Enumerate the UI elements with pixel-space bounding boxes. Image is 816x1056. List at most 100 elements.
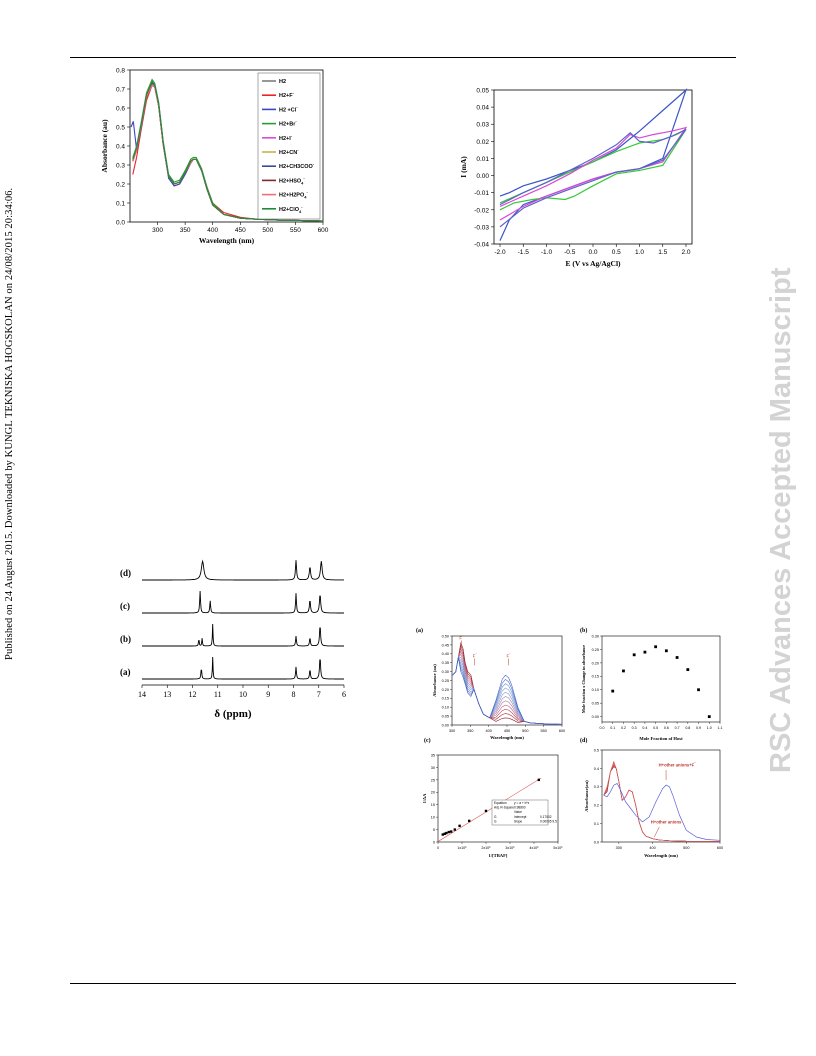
cv-loop-1 (499, 88, 688, 241)
y-tick-label: 0.20 (442, 688, 449, 692)
x-tick-label: 500 (683, 846, 689, 850)
legend-entry: H2+HSO4- (279, 175, 305, 185)
legend-entry: H2+F- (279, 90, 295, 99)
y-tick-label: 0.03 (476, 122, 489, 129)
panel-a-label: (a) (416, 627, 423, 634)
panel-d-ylabel: Absorbance(au) (584, 780, 589, 812)
trace-label: (c) (120, 601, 130, 611)
legend-entry: H2+CN- (279, 147, 299, 156)
x-tick-label: 0 (437, 846, 439, 850)
nmr-trace-c (142, 590, 344, 614)
y-axis-label: Absorbance (au) (100, 119, 109, 173)
panel-c-label: (c) (424, 737, 431, 744)
y-tick-label: 0.4 (594, 767, 599, 771)
y-tick-label: 5 (433, 828, 435, 832)
fluoride-curve (603, 783, 721, 841)
y-tick-label: 0.1 (116, 201, 125, 208)
x-tick-label: 14 (138, 690, 146, 699)
titration-curve-3 (452, 647, 563, 725)
bh-point (441, 833, 444, 836)
annotation-fluoride: F- (507, 650, 512, 658)
y-tick-label: -0.04 (474, 242, 489, 249)
plot-frame (493, 89, 693, 245)
y-tick-label: 0.0 (594, 840, 599, 844)
linear-fit-line (437, 777, 542, 842)
x-tick-label: 10 (239, 690, 247, 699)
trace-label: (a) (120, 667, 131, 677)
y-tick-label: 0.05 (476, 88, 489, 95)
x-tick-label: 8 (292, 690, 296, 699)
y-tick-label: 0.7 (116, 87, 125, 94)
x-tick-label: 0.5 (653, 726, 658, 730)
x-tick-label: 300 (152, 227, 163, 234)
y-tick-label: -0.01 (474, 190, 489, 197)
x-tick-label: 2x10⁵ (481, 846, 491, 850)
x-tick-label: 0.7 (675, 726, 680, 730)
panel-b-xlabel: Mole Fraction of Host (639, 736, 683, 741)
y-tick-label: 0.5 (594, 748, 599, 752)
y-tick-label: -0.02 (474, 207, 489, 214)
fit-table-cell: Intercept (514, 815, 527, 819)
x-tick-label: 1.5 (658, 249, 667, 256)
y-tick-label: 0.0 (116, 220, 125, 227)
x-tick-label: 0.2 (621, 726, 626, 730)
x-tick-label: 0.3 (632, 726, 637, 730)
x-tick-label: 500 (262, 227, 273, 234)
x-tick-label: 600 (559, 729, 565, 733)
panel-d-frame (601, 749, 721, 843)
x-axis-label: δ (ppm) (214, 708, 252, 720)
annotation-without-fluoride: H+other anions (651, 820, 682, 825)
other-anions-curve-4 (603, 762, 721, 842)
bh-point (468, 819, 471, 823)
x-tick-label: 4x10⁵ (529, 846, 539, 850)
x-tick-label: -1.0 (541, 249, 553, 256)
cyclic-voltammogram-figure: -0.04 -0.03 -0.02 -0.01 0.00 0.01 0.02 0.03 0.04… (460, 88, 693, 268)
titration-composite-figure: (a)0.000.050.100.150.200.250.300.350.400… (416, 627, 723, 858)
y-tick-label: 0.45 (442, 643, 449, 647)
series-line-h2-clo4- (132, 80, 324, 222)
x-tick-label: 1.1 (718, 726, 723, 730)
bh-point (453, 828, 456, 831)
x-tick-label: 550 (540, 729, 546, 733)
job-plot-point (675, 656, 679, 659)
x-axis-label: Wavelength (nm) (199, 236, 255, 245)
legend-entry: H2+I- (279, 133, 293, 142)
x-tick-label: 7 (317, 690, 321, 699)
y-tick-label: 0.25 (442, 679, 449, 683)
job-plot-point (686, 668, 690, 671)
x-tick-label: 0.0 (588, 249, 597, 256)
x-tick-label: 0.6 (664, 726, 669, 730)
titration-curve-11 (452, 657, 563, 725)
nmr-trace-d (142, 559, 345, 581)
other-anions-curve-3 (603, 766, 721, 842)
y-tick-label: 0.50 (442, 634, 449, 638)
legend-entry: H2 (279, 79, 286, 85)
y-tick-label: 20 (431, 791, 435, 795)
x-axis-label: E (V vs Ag/AgCl) (565, 259, 621, 268)
fit-table-cell: 0.98800 (514, 806, 526, 810)
x-tick-label: 400 (485, 729, 491, 733)
legend-entry: H2 +Cl- (279, 104, 298, 113)
x-tick-label: 400 (649, 846, 655, 850)
x-tick-label: 0.0 (600, 726, 605, 730)
y-tick-label: 0.30 (442, 670, 449, 674)
y-tick-label: 35 (431, 753, 435, 757)
y-tick-label: 0.00 (592, 715, 599, 719)
trace-label: (d) (120, 568, 131, 578)
other-anions-curve-2 (603, 760, 721, 842)
x-tick-label: 1.0 (707, 726, 712, 730)
x-tick-label: 550 (290, 227, 301, 234)
x-tick-label: 350 (180, 227, 191, 234)
job-plot-point (707, 715, 711, 719)
x-tick-label: 9 (266, 690, 270, 699)
y-tick-label: 0.20 (592, 661, 599, 665)
titration-curve-9 (452, 657, 563, 725)
journal-watermark: RSC Advances Accepted Manuscript (765, 267, 797, 773)
nmr-trace-a (142, 656, 344, 680)
legend-entry: H2+H2PO4- (279, 190, 308, 200)
bh-point (445, 831, 448, 835)
job-plot-point (664, 649, 668, 653)
panel-c-frame (437, 754, 559, 843)
job-plot-point (611, 689, 615, 693)
y-tick-label: 0.00 (442, 723, 449, 727)
